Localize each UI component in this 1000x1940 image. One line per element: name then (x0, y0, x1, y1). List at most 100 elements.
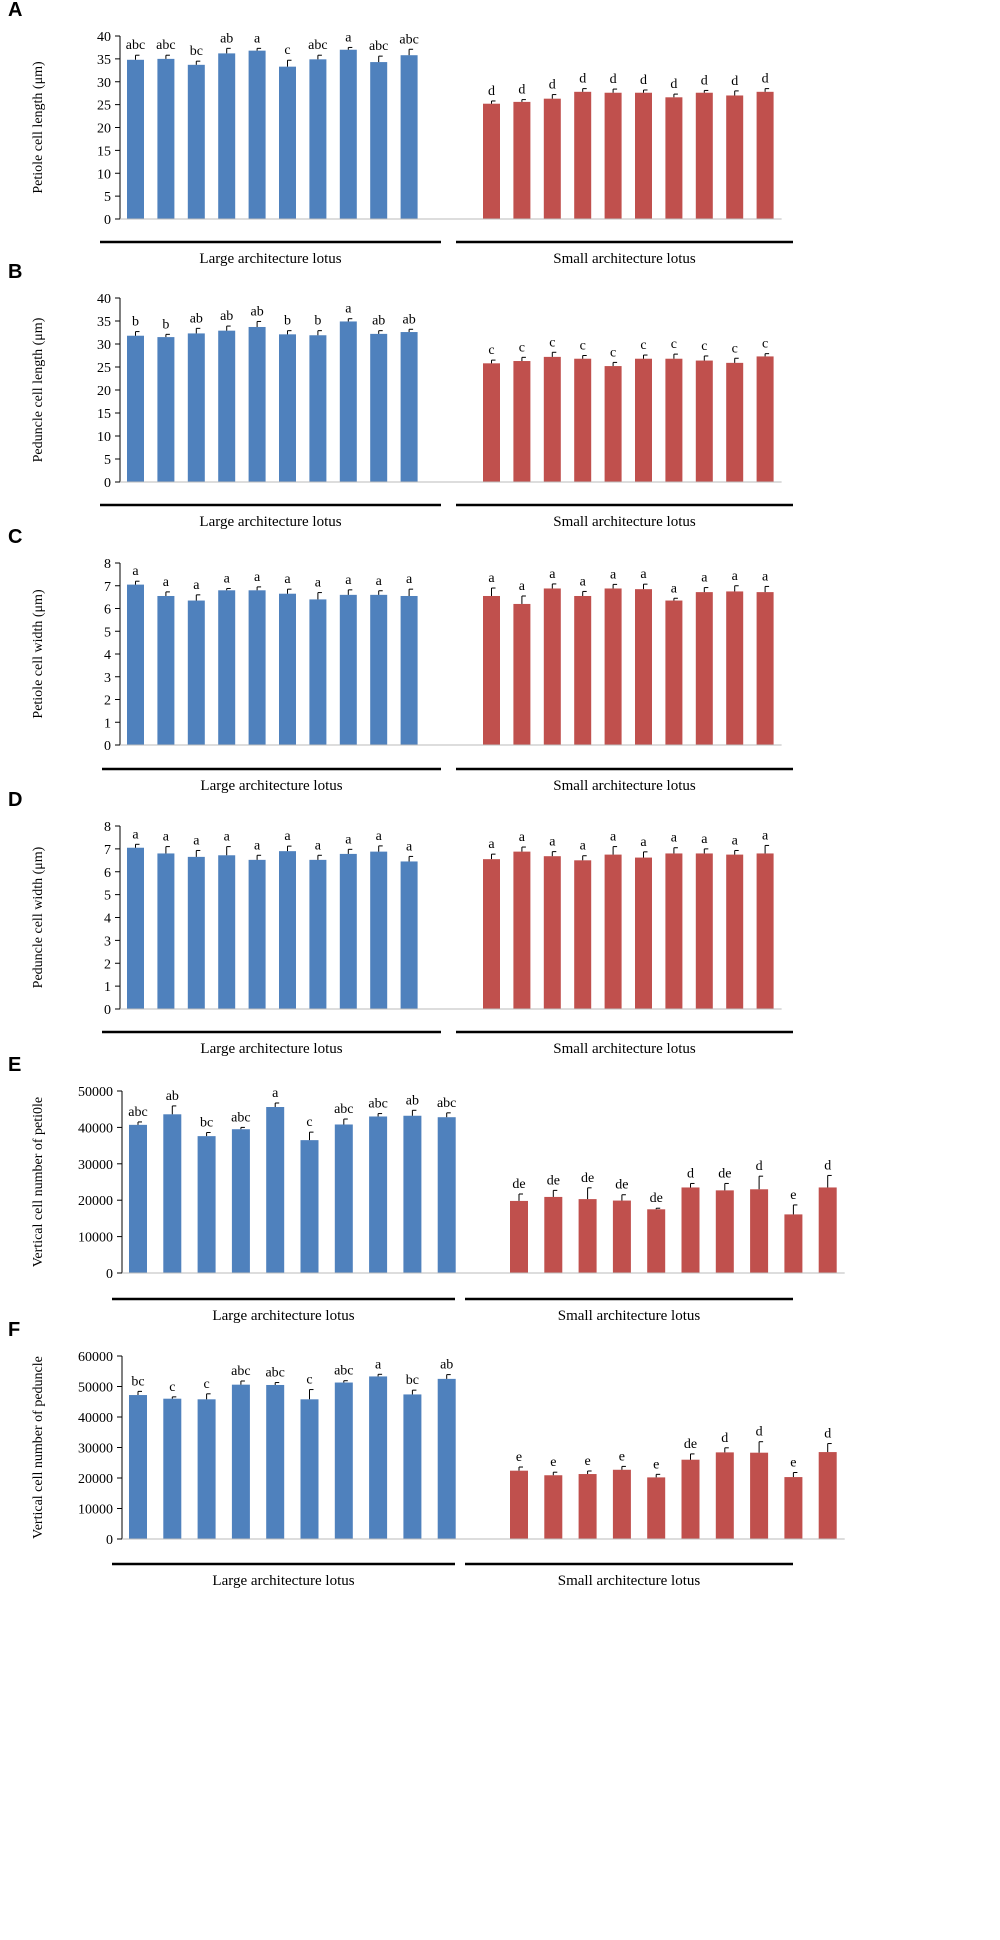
significance-label: d (610, 72, 617, 87)
y-tick-label: 10000 (78, 1231, 113, 1246)
significance-label: a (376, 829, 383, 844)
significance-label: abc (156, 38, 175, 53)
bar-small-1 (483, 103, 500, 219)
bar-large-7 (309, 599, 327, 745)
significance-label: c (701, 339, 707, 354)
significance-label: a (488, 837, 495, 852)
significance-label: a (315, 838, 322, 853)
bar-large-7 (334, 1124, 353, 1273)
bar-large-6 (300, 1140, 319, 1273)
bar-small-9 (726, 854, 744, 1009)
significance-label: d (670, 77, 677, 92)
significance-label: a (375, 1357, 382, 1372)
significance-label: de (650, 1191, 663, 1206)
bar-small-6 (681, 1187, 700, 1273)
y-tick-label: 1 (104, 980, 111, 995)
significance-label: ab (402, 312, 415, 327)
panel-b: B Peduncle cell length (μm) 0 5 10 15 20 25 30 35… (8, 261, 793, 530)
y-tick-label: 5 (104, 453, 111, 468)
bar-large-8 (339, 321, 357, 482)
bar-small-3 (543, 98, 561, 219)
significance-label: abc (308, 38, 327, 53)
bar-large-8 (369, 1116, 388, 1273)
bar-small-2 (513, 101, 531, 219)
bar-small-4 (612, 1200, 631, 1273)
significance-label: abc (437, 1096, 456, 1111)
bar-small-8 (695, 853, 713, 1009)
significance-label: c (549, 335, 555, 350)
y-axis-label: Vertical cell number of peduncle (31, 1356, 46, 1539)
y-tick-label: 2 (104, 957, 111, 972)
significance-label: d (824, 1427, 831, 1442)
y-tick-label: 8 (104, 557, 111, 572)
bar-large-2 (157, 595, 175, 745)
y-tick-label: 60000 (78, 1350, 113, 1365)
panel-letter: B (8, 261, 22, 283)
y-tick-label: 25 (97, 99, 111, 114)
significance-label: a (163, 830, 170, 845)
significance-label: abc (399, 32, 418, 47)
bar-small-5 (647, 1209, 666, 1273)
group-label-large: Large architecture lotus (200, 778, 342, 794)
bar-large-1 (129, 1395, 147, 1539)
significance-label: de (581, 1171, 594, 1186)
bar-small-6 (635, 589, 652, 745)
bar-large-6 (300, 1399, 319, 1539)
significance-label: a (610, 830, 617, 845)
bar-small-3 (543, 588, 561, 745)
significance-label: de (512, 1177, 525, 1192)
y-tick-label: 25 (97, 361, 111, 376)
y-tick-label: 20 (97, 122, 111, 137)
significance-label: a (284, 829, 291, 844)
bar-large-6 (279, 66, 296, 219)
bar-large-4 (231, 1129, 250, 1273)
significance-label: ab (250, 304, 263, 319)
significance-label: c (169, 1380, 175, 1395)
y-tick-label: 40 (97, 292, 111, 307)
significance-label: d (687, 1166, 694, 1181)
y-tick-label: 50000 (78, 1085, 113, 1100)
significance-label: a (345, 302, 352, 317)
bar-large-6 (279, 334, 296, 482)
significance-label: d (731, 74, 738, 89)
significance-label: a (193, 578, 200, 593)
significance-label: a (671, 831, 678, 846)
significance-label: c (306, 1115, 312, 1130)
y-tick-label: 50000 (78, 1381, 113, 1396)
significance-label: abc (368, 1097, 387, 1112)
bar-small-10 (756, 91, 774, 219)
bar-large-4 (231, 1384, 250, 1539)
y-tick-label: 35 (97, 315, 111, 330)
y-axis-label: Petiole cell width (μm) (31, 589, 46, 719)
significance-label: bc (190, 44, 203, 59)
significance-label: a (193, 833, 200, 848)
significance-label: a (640, 835, 647, 850)
significance-label: a (701, 571, 708, 586)
bar-large-9 (403, 1394, 422, 1539)
bar-large-10 (437, 1378, 456, 1539)
significance-label: ab (166, 1089, 179, 1104)
bar-large-3 (187, 600, 205, 745)
bar-small-3 (578, 1474, 597, 1539)
y-tick-label: 15 (97, 144, 111, 159)
y-tick-label: 20000 (78, 1472, 113, 1487)
bar-small-10 (818, 1452, 837, 1539)
bar-large-10 (400, 861, 418, 1009)
y-tick-label: 0 (106, 1267, 113, 1282)
panel-a: A Petiole cell length (μm) 0 5 10 15 20 25 30 35 4… (8, 0, 793, 267)
y-tick-label: 10000 (78, 1503, 113, 1518)
significance-label: e (790, 1188, 796, 1203)
bar-large-1 (127, 335, 144, 482)
bar-small-8 (695, 360, 713, 482)
significance-label: a (284, 572, 291, 587)
bar-small-7 (665, 97, 683, 219)
significance-label: de (547, 1173, 560, 1188)
y-tick-label: 0 (106, 1533, 113, 1548)
bar-small-10 (756, 356, 774, 482)
significance-label: d (579, 72, 586, 87)
bar-large-2 (163, 1398, 182, 1539)
bar-large-10 (400, 55, 418, 220)
bar-large-7 (309, 335, 327, 482)
significance-label: ab (190, 311, 203, 326)
significance-label: d (756, 1425, 763, 1440)
